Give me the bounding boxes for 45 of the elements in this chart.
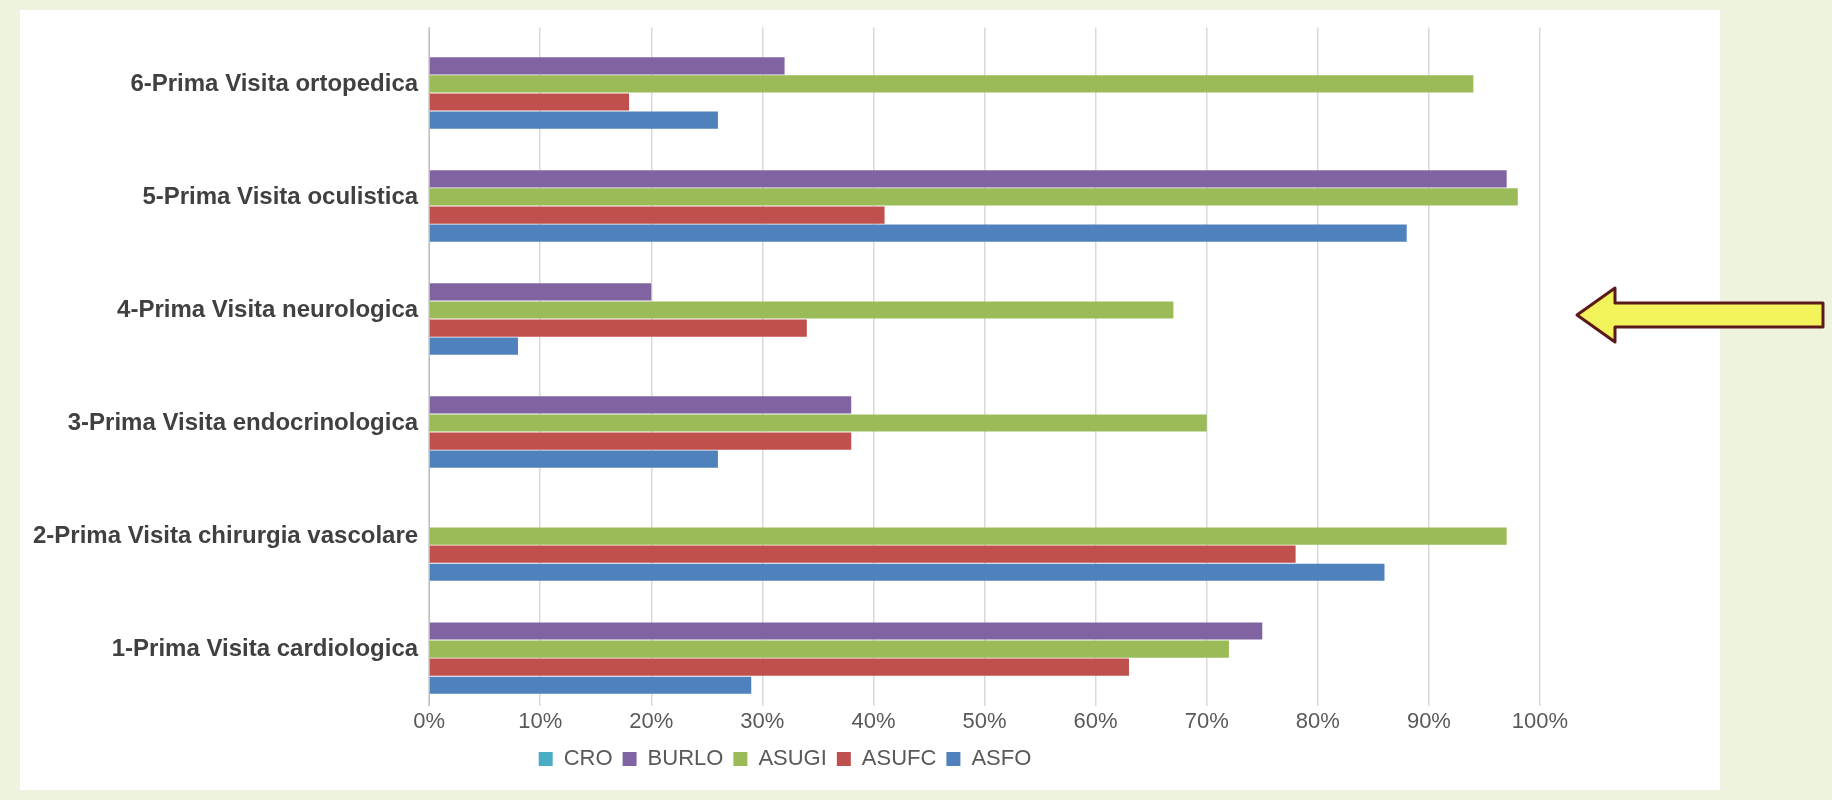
x-tick-label: 50% (962, 707, 1007, 733)
y-tick-label: 6-Prima Visita ortopedica (130, 68, 419, 96)
x-tick-label: 20% (629, 707, 674, 733)
y-tick-label: 4-Prima Visita neurologica (117, 294, 419, 322)
bar (429, 676, 752, 694)
bar (429, 527, 1507, 545)
x-tick-label: 80% (1295, 707, 1340, 733)
legend-label: ASFO (971, 745, 1032, 771)
bar (429, 170, 1507, 188)
bar (429, 658, 1129, 676)
bar (429, 563, 1385, 581)
x-tick-label: 70% (1184, 707, 1229, 733)
bar (429, 301, 1174, 319)
bar (429, 450, 718, 468)
bar (429, 111, 718, 129)
bar (429, 432, 852, 450)
bar (429, 75, 1474, 93)
bar (429, 224, 1407, 242)
legend-label: ASUGI (758, 745, 827, 771)
bar (429, 545, 1296, 563)
y-tick-label: 5-Prima Visita oculistica (142, 181, 419, 209)
y-tick-label: 1-Prima Visita cardiologica (111, 633, 419, 661)
x-tick-label: 30% (740, 707, 785, 733)
bar (429, 206, 885, 224)
x-tick-label: 100% (1511, 707, 1569, 733)
bar (429, 57, 785, 75)
bar (429, 640, 1229, 658)
bar (429, 319, 807, 337)
bar (429, 337, 518, 355)
bar (429, 283, 652, 301)
legend-label: ASUFC (861, 745, 937, 771)
bar (429, 188, 1518, 206)
x-tick-label: 0% (413, 707, 445, 733)
y-tick-label: 3-Prima Visita endocrinologica (67, 407, 419, 435)
bar (429, 396, 852, 414)
x-tick-label: 60% (1073, 707, 1118, 733)
bar (429, 93, 630, 111)
y-tick-label: 2-Prima Visita chirurgia vascolare (33, 520, 419, 548)
legend-label: CRO (563, 745, 613, 771)
bar (429, 622, 1263, 640)
x-tick-label: 90% (1406, 707, 1451, 733)
x-tick-label: 40% (851, 707, 896, 733)
x-tick-label: 10% (518, 707, 563, 733)
legend-label: BURLO (647, 745, 724, 771)
bar (429, 414, 1207, 432)
